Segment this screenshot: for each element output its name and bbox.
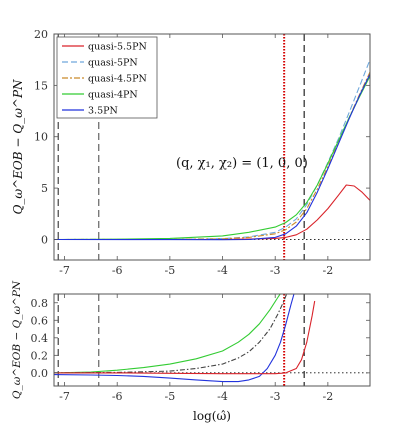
bottom-ticks: -7 -6 -5 -4 -3 -2 0.0 0.2 0.4 0.6 0.8	[31, 294, 370, 403]
bottom-y-tick-label: 0.2	[31, 349, 49, 362]
top-panel: -7 -6 -5 -4 -3 -2 0 5 10 15 20 Q_ω^EOB − Q_ω^PN (q…	[11, 28, 371, 277]
top-axes-frame	[53, 33, 371, 261]
bottom-y-tick-label: 0.4	[31, 332, 49, 345]
bottom-axes-frame	[53, 293, 371, 387]
top-y-tick-label: 0	[41, 233, 48, 246]
bottom-x-tick-label: -6	[112, 390, 123, 403]
bottom-y-tick-label: 0.6	[31, 314, 49, 327]
top-y-tick-label: 20	[34, 28, 48, 41]
legend-label-quasi-5pn: quasi-5PN	[88, 58, 138, 69]
bottom-x-tick-label: -7	[59, 390, 70, 403]
top-y-tick-label: 15	[34, 79, 48, 92]
top-series-quasi-4.5pn	[54, 71, 370, 241]
bottom-series-quasi-4.5pn	[54, 294, 288, 374]
bottom-y-axis-label: Q_ω^EOB − Q_ω^PN	[11, 280, 23, 399]
legend-label-3.5pn: 3.5PN	[88, 106, 118, 117]
top-plot-area	[54, 34, 370, 260]
bottom-series-quasi-5.5pn	[54, 300, 316, 375]
top-y-tick-label: 5	[41, 182, 48, 195]
legend-label-quasi-4pn: quasi-4PN	[88, 90, 138, 101]
bottom-x-tick-label: -5	[165, 390, 176, 403]
top-x-tick-label: -2	[323, 264, 334, 277]
top-y-axis-label: Q_ω^EOB − Q_ω^PN	[11, 79, 25, 215]
top-series-3.5pn	[54, 73, 370, 241]
top-x-tick-label: -3	[270, 264, 281, 277]
top-x-tick-label: -4	[217, 264, 228, 277]
legend-label-quasi-4.5pn: quasi-4.5PN	[88, 74, 147, 85]
top-x-tick-label: -6	[112, 264, 123, 277]
top-x-tick-label: -7	[59, 264, 70, 277]
legend: quasi-5.5PN quasi-5PN quasi-4.5PN quasi-…	[56, 36, 158, 119]
bottom-panel: -7 -6 -5 -4 -3 -2 0.0 0.2 0.4 0.6 0.8 Q_ω^EOB − Q_…	[11, 280, 371, 423]
parameter-annotation: (q, χ₁, χ₂) = (1, 0, 0)	[176, 156, 308, 171]
bottom-x-tick-label: -4	[217, 390, 228, 403]
x-axis-label: log(ω̂)	[193, 409, 231, 423]
top-y-tick-label: 10	[34, 131, 48, 144]
bottom-series-quasi-4pn	[54, 294, 281, 374]
bottom-x-tick-label: -2	[323, 390, 334, 403]
top-series-quasi-4pn	[54, 75, 370, 241]
bottom-plot-area	[54, 294, 370, 386]
top-ticks: -7 -6 -5 -4 -3 -2 0 5 10 15 20	[34, 28, 370, 277]
legend-label-quasi-5.5pn: quasi-5.5PN	[88, 42, 147, 53]
bottom-series-3.5pn	[54, 294, 295, 383]
top-x-tick-label: -5	[165, 264, 176, 277]
bottom-x-tick-label: -3	[270, 390, 281, 403]
legend-box	[56, 36, 158, 119]
bottom-y-tick-label: 0.0	[31, 367, 49, 380]
bottom-y-tick-label: 0.8	[31, 297, 49, 310]
top-series-quasi-5.5pn	[54, 184, 370, 241]
